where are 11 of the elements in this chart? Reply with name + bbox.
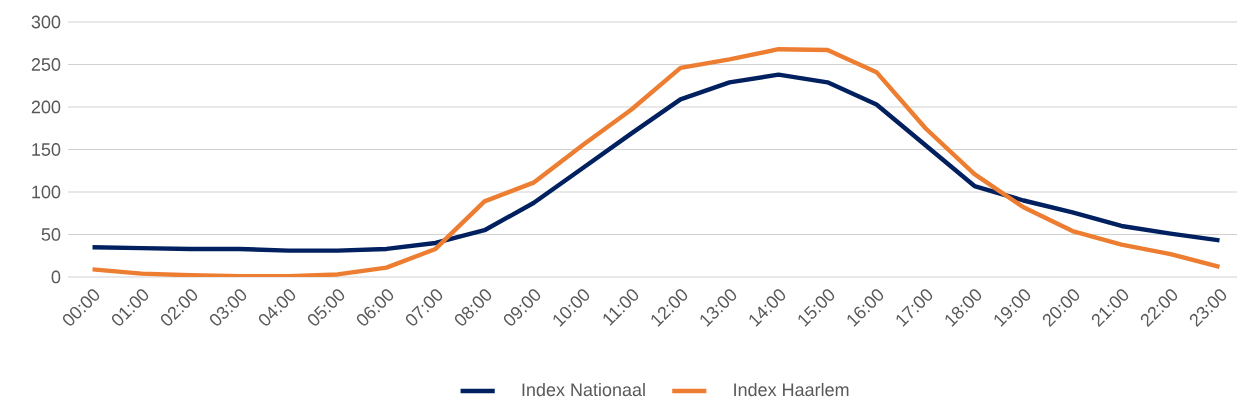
y-tick-label: 50	[41, 228, 61, 241]
line-series	[90, 47, 1222, 277]
legend-label: Index Haarlem	[734, 382, 849, 397]
y-tick-label: 100	[32, 185, 61, 199]
legend-label: Index Nationaal	[522, 382, 645, 397]
y-tick-label: 200	[31, 100, 61, 114]
y-tick-label: 250	[31, 58, 61, 71]
line-series	[90, 72, 1222, 253]
y-tick-label: 300	[31, 15, 61, 29]
y-tick-label: 150	[32, 143, 61, 156]
y-tick-label: 0	[51, 270, 61, 284]
